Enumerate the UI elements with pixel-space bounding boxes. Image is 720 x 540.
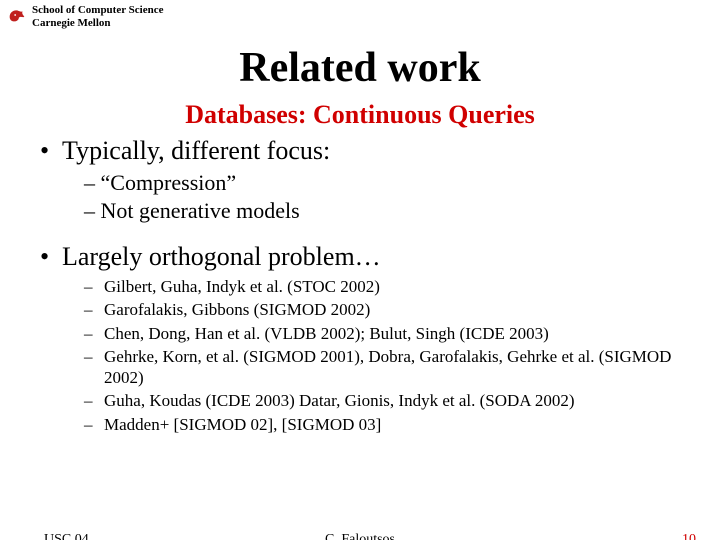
slide-body: •Typically, different focus: – “Compress… xyxy=(40,134,680,437)
bullet-level2: – Not generative models xyxy=(84,198,680,224)
bullet-level3: –Chen, Dong, Han et al. (VLDB 2002); Bul… xyxy=(84,323,680,344)
header-line1: School of Computer Science xyxy=(32,4,163,17)
bullet-level3: –Gehrke, Korn, et al. (SIGMOD 2001), Dob… xyxy=(84,346,680,389)
bullet-dash-icon: – xyxy=(84,346,104,389)
header-line2: Carnegie Mellon xyxy=(32,17,163,30)
bullet-text: Gilbert, Guha, Indyk et al. (STOC 2002) xyxy=(104,276,680,297)
bullet-level2: – “Compression” xyxy=(84,170,680,196)
cmu-scotty-logo-icon xyxy=(6,4,28,26)
bullet-dot-icon: • xyxy=(40,242,62,272)
bullet-text: Largely orthogonal problem… xyxy=(62,242,381,271)
bullet-dash-icon: – xyxy=(84,323,104,344)
bullet-dash-icon: – xyxy=(84,299,104,320)
bullet-dash-icon: – xyxy=(84,276,104,297)
bullet-dash-icon: – xyxy=(84,390,104,411)
slide-subtitle: Databases: Continuous Queries xyxy=(0,100,720,130)
slide-header: School of Computer Science Carnegie Mell… xyxy=(6,4,163,29)
bullet-text: Madden+ [SIGMOD 02], [SIGMOD 03] xyxy=(104,414,680,435)
header-text: School of Computer Science Carnegie Mell… xyxy=(32,4,163,29)
bullet-dash-icon: – xyxy=(84,414,104,435)
bullet-level3: –Garofalakis, Gibbons (SIGMOD 2002) xyxy=(84,299,680,320)
bullet-level1: •Largely orthogonal problem… xyxy=(40,242,680,272)
bullet-text: Not generative models xyxy=(101,198,300,223)
bullet-text: Gehrke, Korn, et al. (SIGMOD 2001), Dobr… xyxy=(104,346,680,389)
bullet-text: Typically, different focus: xyxy=(62,136,330,165)
bullet-text: Chen, Dong, Han et al. (VLDB 2002); Bulu… xyxy=(104,323,680,344)
slide-title: Related work xyxy=(0,44,720,92)
slide-number: 10 xyxy=(682,532,696,540)
bullet-level3: –Madden+ [SIGMOD 02], [SIGMOD 03] xyxy=(84,414,680,435)
footer-center: C. Faloutsos xyxy=(0,532,720,540)
slide: School of Computer Science Carnegie Mell… xyxy=(0,0,720,540)
bullet-level1: •Typically, different focus: xyxy=(40,136,680,166)
bullet-text: Garofalakis, Gibbons (SIGMOD 2002) xyxy=(104,299,680,320)
bullet-level3: –Guha, Koudas (ICDE 2003) Datar, Gionis,… xyxy=(84,390,680,411)
bullet-dot-icon: • xyxy=(40,136,62,166)
bullet-text: Guha, Koudas (ICDE 2003) Datar, Gionis, … xyxy=(104,390,680,411)
bullet-level3: –Gilbert, Guha, Indyk et al. (STOC 2002) xyxy=(84,276,680,297)
bullet-text: “Compression” xyxy=(101,170,237,195)
